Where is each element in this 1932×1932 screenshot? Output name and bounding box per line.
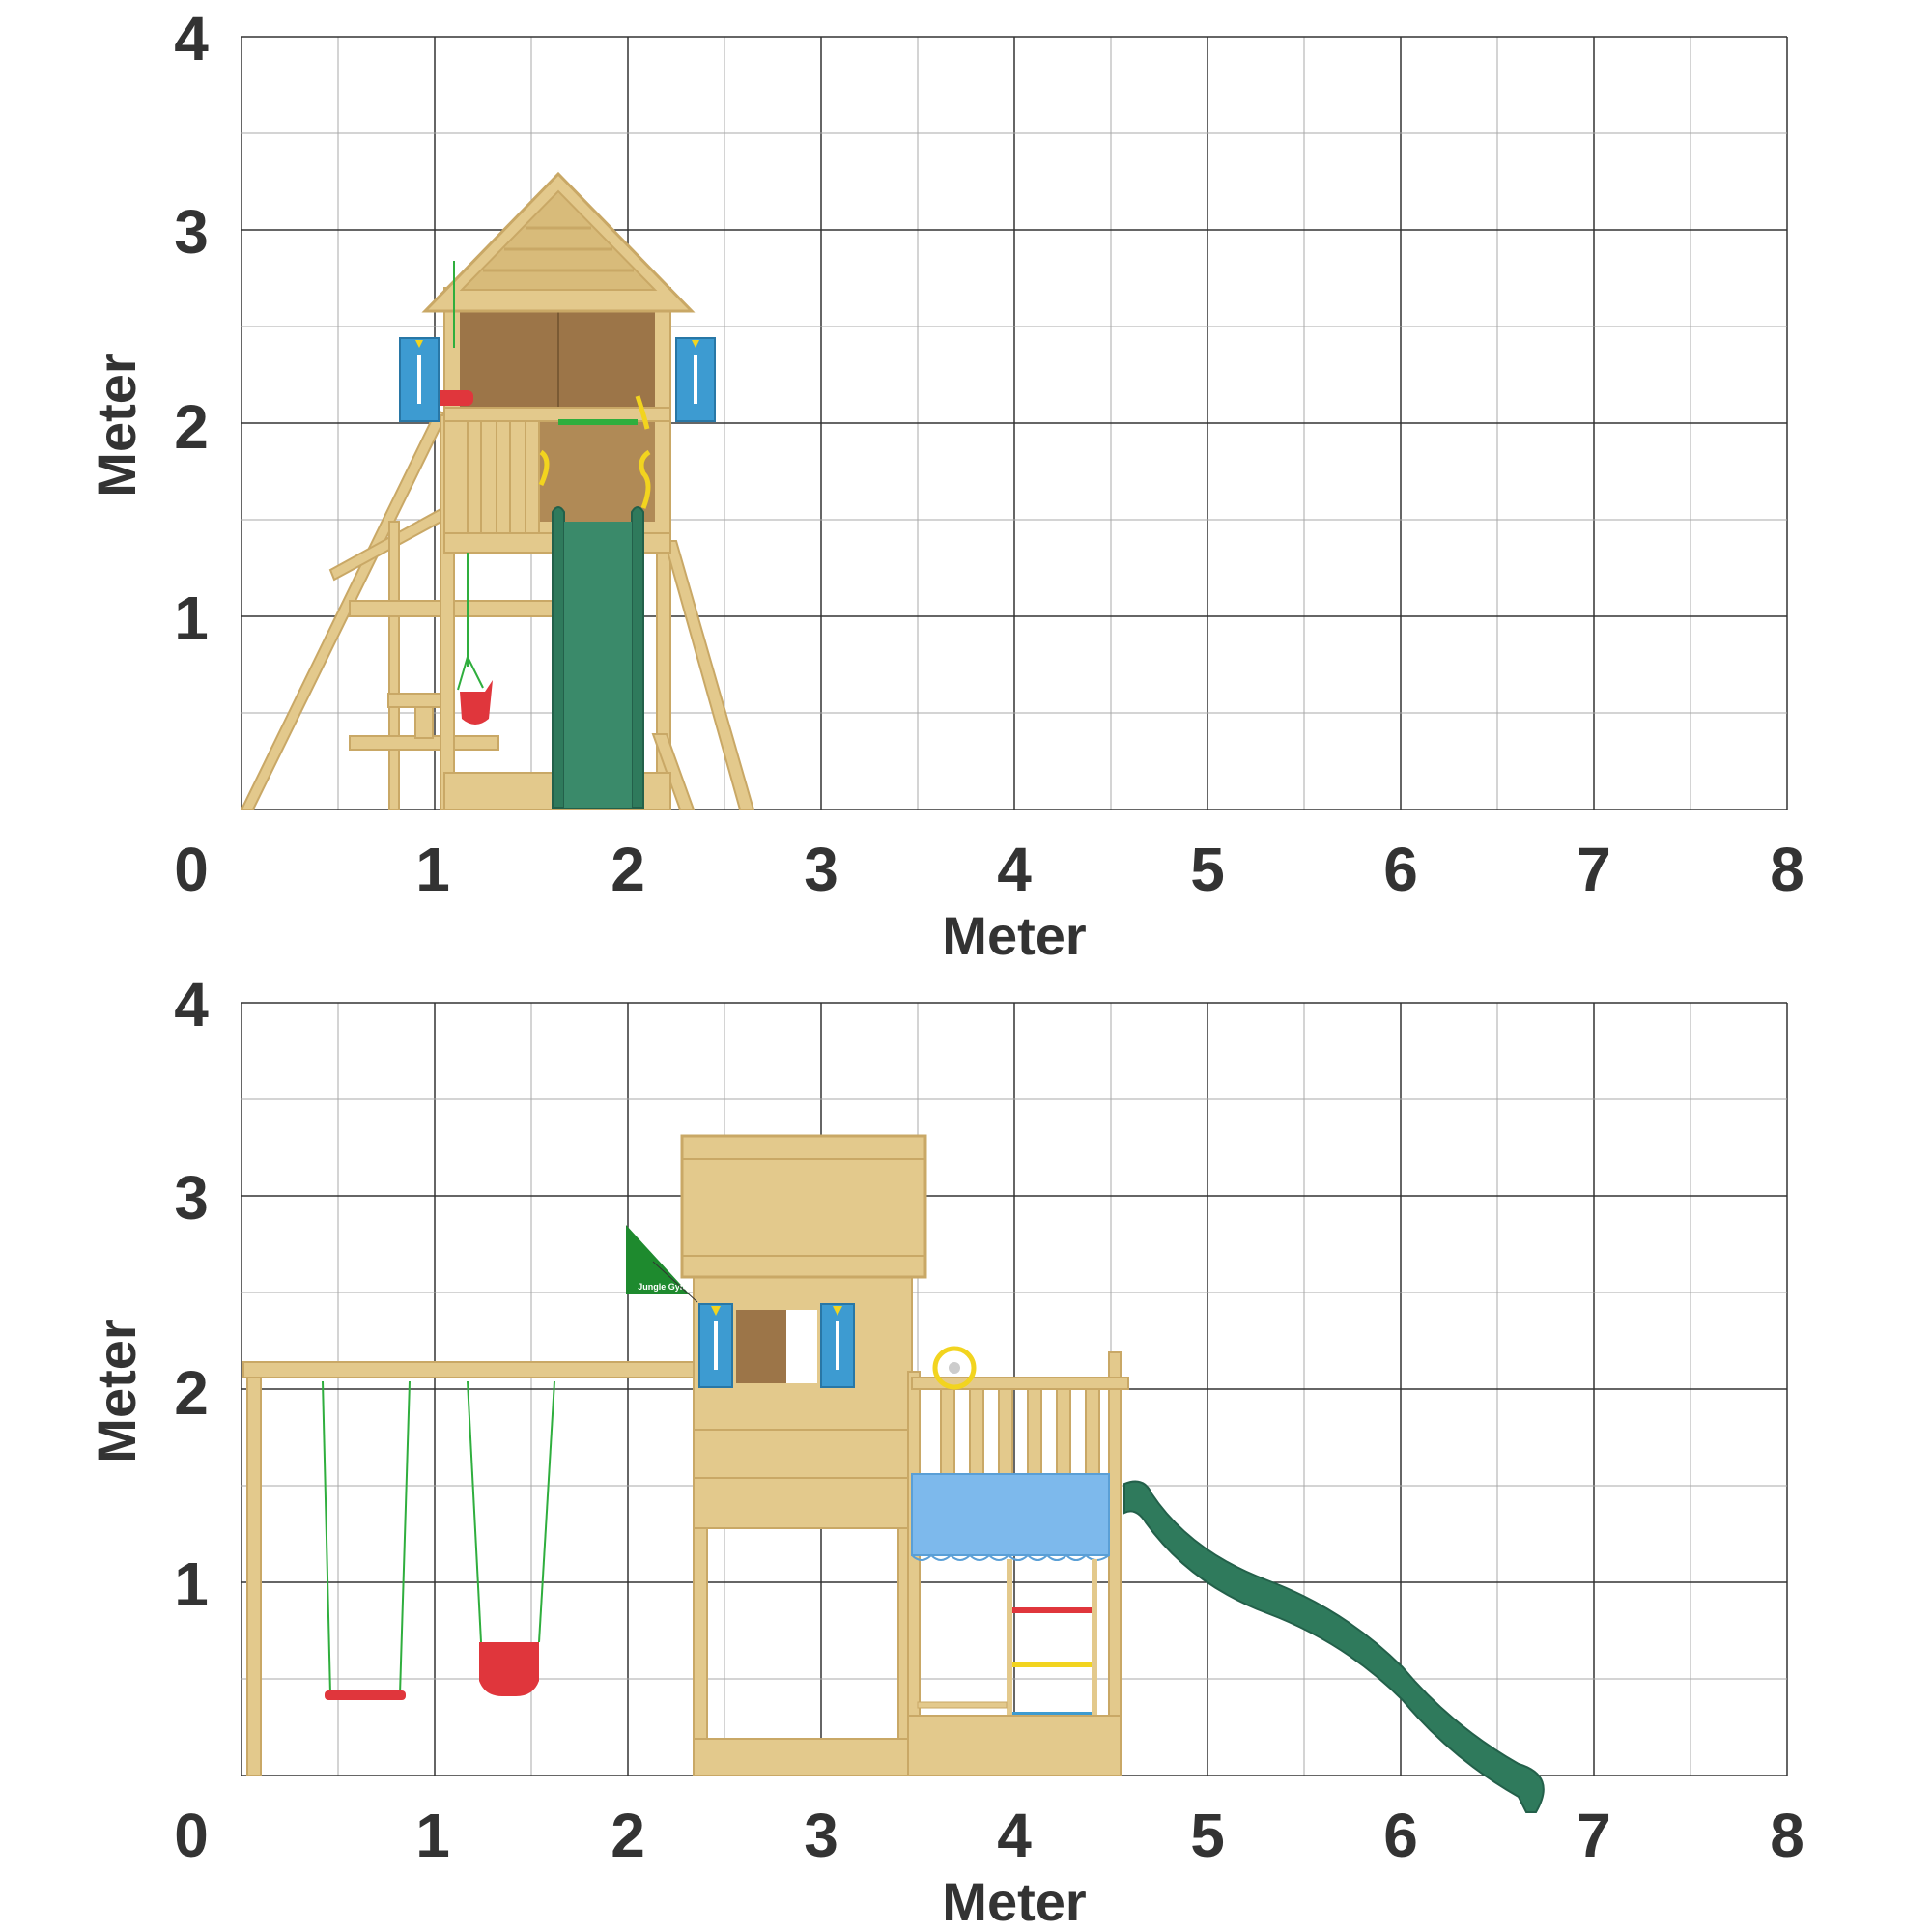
jungle-gym-flag [626, 1225, 690, 1294]
y-axis-title: Meter [86, 353, 147, 497]
house-window-open [786, 1310, 817, 1383]
x-tick-5: 5 [1190, 835, 1225, 904]
y-tick-2: 2 [174, 392, 209, 462]
slide [552, 506, 644, 809]
telescope-red [435, 390, 473, 406]
canopy-scallop [911, 1553, 1110, 1561]
ladder-rail-right [1092, 1559, 1097, 1762]
side-view-axes: 0 1 2 3 4 5 6 7 8 1 2 3 4 Meter Meter [86, 4, 1804, 966]
x-tick-6: 6 [1383, 835, 1418, 904]
side-view-grid [241, 36, 1788, 810]
front-shutter-left-corner [711, 1306, 721, 1316]
x-tick-8: 8 [1770, 835, 1804, 904]
ladder-rung-wood [917, 1701, 1008, 1709]
front-view-playset: Jungle Gym [242, 1134, 1545, 1813]
x-tick-5: 5 [1190, 1801, 1225, 1870]
shutter-right-corner [692, 340, 699, 348]
flat-swing-rope-left [322, 1380, 331, 1695]
railing-top [443, 407, 671, 422]
green-bar [558, 419, 638, 425]
y-tick-4: 4 [174, 4, 209, 73]
swing-rope-right [467, 656, 484, 689]
flag-text: Jungle Gym [638, 1282, 688, 1292]
wavy-slide [1123, 1480, 1545, 1813]
side-view-playset [240, 171, 755, 810]
steering-wheel-hub [949, 1362, 960, 1374]
roof-inner [459, 189, 658, 291]
baby-swing-seat [479, 1642, 539, 1696]
x-tick-3: 3 [804, 1801, 838, 1870]
y-tick-2: 2 [174, 1358, 209, 1428]
slide-bed [564, 522, 632, 808]
y-tick-3: 3 [174, 1163, 209, 1233]
y-tick-1: 1 [174, 1549, 209, 1619]
x-tick-0: 0 [174, 835, 209, 904]
y-tick-4: 4 [174, 970, 209, 1039]
x-tick-4: 4 [997, 835, 1032, 904]
yellow-hook [635, 395, 650, 430]
bench-back-post [388, 521, 400, 810]
swing-beam [242, 1361, 698, 1378]
ladder-rung-yellow [1012, 1662, 1092, 1667]
bench-post [414, 706, 434, 739]
baby-swing-rope-left [467, 1380, 482, 1643]
tower-sandpit [693, 1738, 913, 1776]
swing-post [246, 1363, 262, 1776]
x-tick-8: 8 [1770, 1801, 1804, 1870]
steering-wheel [932, 1346, 977, 1390]
baby-swing-rope-right [538, 1380, 555, 1643]
x-tick-1: 1 [415, 835, 450, 904]
x-tick-7: 7 [1577, 1801, 1611, 1870]
flat-swing-seat [325, 1690, 406, 1700]
x-tick-2: 2 [611, 835, 645, 904]
x-tick-0: 0 [174, 1801, 209, 1870]
railing-slat-1 [467, 420, 482, 536]
x-tick-7: 7 [1577, 835, 1611, 904]
house-window [736, 1310, 786, 1383]
front-view-panel: Jungle Gym [86, 970, 1804, 1932]
railing-slat-2 [496, 420, 511, 536]
ladder-rail-left [1007, 1559, 1012, 1762]
front-shutter-right-corner [833, 1306, 842, 1316]
yellow-handle-left [538, 449, 550, 487]
flat-swing-rope-right [399, 1380, 411, 1695]
x-axis-title: Meter [942, 1871, 1086, 1932]
front-shutter-right-handle [836, 1321, 839, 1370]
front-view-axes: 0 1 2 3 4 5 6 7 8 1 2 3 4 Meter Meter [86, 970, 1804, 1932]
y-tick-3: 3 [174, 197, 209, 267]
side-view-panel: 0 1 2 3 4 5 6 7 8 1 2 3 4 Meter Meter [86, 4, 1804, 966]
canopy [911, 1473, 1110, 1556]
y-axis-title: Meter [86, 1319, 147, 1463]
ladder-rung-red [1012, 1607, 1092, 1613]
tower-strut-right [663, 540, 755, 810]
y-tick-1: 1 [174, 583, 209, 653]
bench-table-top [387, 693, 449, 708]
tower-leg-left [693, 1506, 708, 1776]
x-tick-6: 6 [1383, 1801, 1418, 1870]
shutter-left-handle [417, 355, 421, 404]
platform2-sandpit [907, 1715, 1122, 1776]
x-tick-3: 3 [804, 835, 838, 904]
x-tick-1: 1 [415, 1801, 450, 1870]
x-tick-4: 4 [997, 1801, 1032, 1870]
x-tick-2: 2 [611, 1801, 645, 1870]
front-shutter-left-handle [714, 1321, 718, 1370]
shutter-right-handle [694, 355, 697, 404]
railing-slat-3 [525, 420, 540, 536]
yellow-handle-right [639, 449, 651, 509]
swing-rope-left [457, 656, 469, 691]
x-axis-title: Meter [942, 905, 1086, 966]
house-lower-back [531, 415, 655, 522]
baby-swing-seat [460, 680, 493, 724]
shutter-left-corner [415, 340, 423, 348]
flag-pole [652, 1261, 698, 1303]
platform2-leg-right [1108, 1351, 1122, 1776]
